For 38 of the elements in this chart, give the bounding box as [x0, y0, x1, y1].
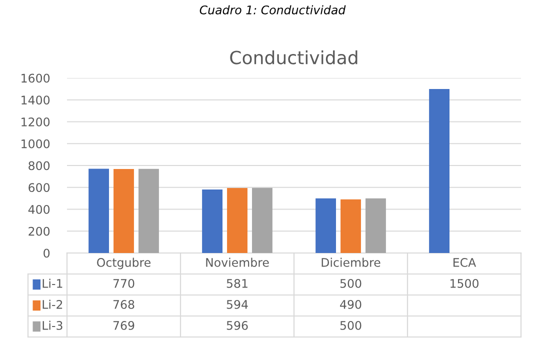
data-label: 596: [226, 320, 248, 330]
text: Cuadro 1: Conductividad: [200, 5, 346, 14]
bar: [252, 188, 272, 253]
y-tick-label: 0: [44, 248, 50, 258]
x-tick-label: Octgubre: [97, 258, 150, 270]
y-tick-label: 200: [28, 226, 50, 236]
bar: [227, 188, 248, 253]
bar: [316, 198, 336, 253]
bar: [429, 88, 450, 253]
x-tick-label: Noviembre: [206, 258, 269, 267]
y-tick-label: 1600: [22, 74, 50, 83]
data-label: 770: [113, 278, 134, 288]
bar: [138, 168, 159, 253]
data-label: 1500: [450, 278, 478, 288]
bar: [366, 198, 386, 253]
legend-label: Li-2: [42, 300, 62, 309]
data-label: 768: [113, 300, 134, 309]
data-label: 769: [113, 320, 134, 330]
y-tick-label: 1000: [22, 139, 50, 148]
data-label: 490: [340, 300, 362, 309]
x-tick-label: Diciembre: [322, 258, 380, 267]
chart-title: Conductividad: [230, 50, 358, 64]
y-tick-label: 400: [28, 204, 50, 214]
legend-label: Li-3: [42, 320, 62, 330]
legend-label: Li-1: [42, 278, 62, 288]
y-tick-label: 1200: [22, 117, 50, 126]
bar: [340, 199, 361, 253]
data-label: 500: [340, 278, 362, 288]
data-label: 500: [340, 320, 362, 330]
y-tick-label: 1400: [22, 96, 50, 105]
bar: [88, 168, 109, 253]
x-tick-label: ECA: [454, 258, 476, 267]
y-tick-label: 600: [28, 183, 50, 192]
data-label: 594: [226, 300, 248, 309]
bar: [202, 189, 222, 253]
bar: [114, 169, 134, 253]
y-tick-label: 800: [28, 161, 50, 170]
data-label: 581: [226, 278, 248, 288]
